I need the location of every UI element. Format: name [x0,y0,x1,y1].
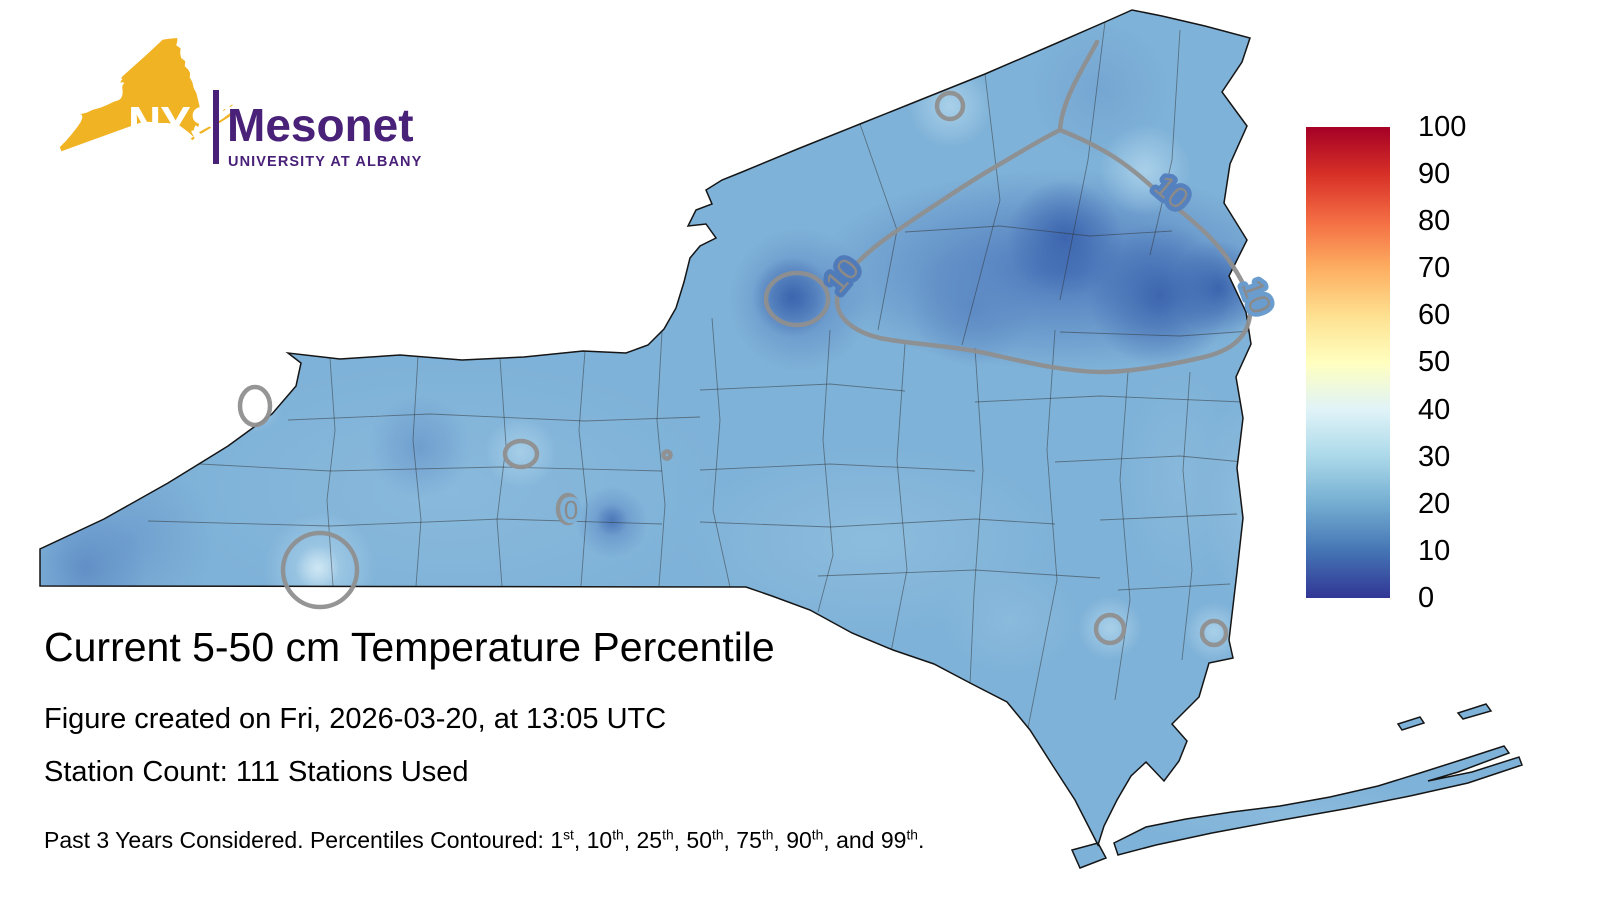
percentile-50: 50 [686,827,712,853]
county-boundaries [40,21,1252,729]
percentile-90: 90 [786,827,812,853]
colorbar-tick: 70 [1418,252,1451,285]
contour-ring-niagara [237,384,273,428]
colorbar-gradient [1306,127,1390,598]
contour-ring-southwest [280,530,360,610]
colorbar-tick: 100 [1418,111,1467,143]
contour-ring-catskill [1093,612,1127,646]
contour-dot [661,449,673,461]
contour-10th-spur [1057,39,1100,133]
percentile-25: 25 [636,827,663,853]
contour-ring-hudson [1199,618,1229,648]
contour-label-0: 0 [564,495,578,525]
logo-nys-text: NYS [128,97,220,149]
logo-divider-bar [213,90,219,164]
colorbar: 100 90 80 70 60 50 40 30 20 10 0 [1306,112,1566,613]
footnote-line: Past 3 Years Considered. Percentiles Con… [44,827,925,853]
nys-mesonet-logo: NYS Mesonet UNIVERSITY AT ALBANY [37,23,422,184]
colorbar-tick: 40 [1418,393,1451,426]
logo-mesonet-text: Mesonet [227,99,414,151]
contour-ring-zero [555,492,581,526]
contour-ring-north [934,90,966,122]
percentile-contours [237,39,1253,648]
percentile-10: 10 [586,827,613,853]
colorbar-tick: 80 [1418,205,1451,238]
percentile-75: 75 [736,827,762,853]
colorbar-tick: 10 [1418,534,1451,567]
footnote-prefix: Past 3 Years Considered. Percentiles Con… [44,827,551,853]
colorbar-tick: 90 [1418,158,1451,191]
figure-title: Current 5-50 cm Temperature Percentile [44,624,775,670]
colorbar-tick-labels: 100 90 80 70 60 50 40 30 20 10 0 [1418,112,1466,613]
logo-university-text: UNIVERSITY AT ALBANY [228,154,422,170]
colorbar-tick: 0 [1418,581,1435,614]
percentile-1: 1 [550,827,564,853]
contour-closed-watertown [763,270,831,328]
contour-ring-central-west [502,438,540,470]
station-count-line: Station Count: 111 Stations Used [44,756,469,788]
footnote-suffix: . [917,827,925,853]
colorbar-tick: 50 [1418,346,1451,379]
contour-10th-loop [834,127,1253,375]
colorbar-tick: 30 [1418,440,1451,473]
colorbar-tick: 60 [1418,299,1451,332]
colorbar-tick: 20 [1418,487,1451,520]
percentile-99: 99 [880,827,907,853]
created-line: Figure created on Fri, 2026-03-20, at 13… [44,703,667,735]
